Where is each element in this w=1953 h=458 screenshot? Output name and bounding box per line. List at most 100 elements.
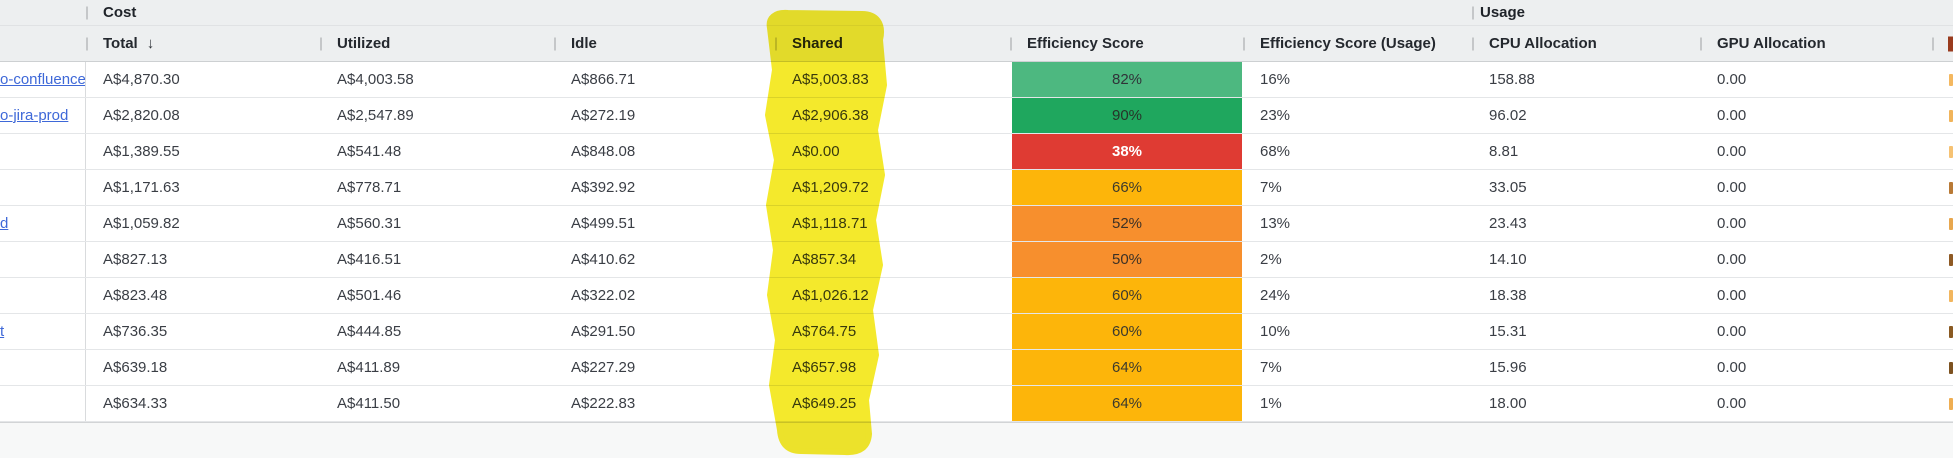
- efficiency-score-cell: 64%: [1010, 386, 1243, 421]
- clipped-cell-fragment: [1949, 253, 1953, 266]
- group-header-spacer: [0, 0, 86, 25]
- column-header-label: Efficiency Score (Usage): [1260, 35, 1436, 52]
- efficiency-score-badge: 38%: [1012, 134, 1242, 169]
- name-cell: [0, 170, 86, 205]
- total-cost-cell: A$1,059.82: [103, 215, 180, 232]
- gpu-allocation-cell: 0.00: [1717, 287, 1747, 304]
- utilized-cost-cell: A$541.48: [337, 143, 402, 160]
- column-separator-icon: [320, 37, 322, 50]
- shared-cost-cell: A$764.75: [792, 323, 857, 340]
- clipped-cell: [1932, 170, 1953, 205]
- gpu-allocation-cell: 0.00: [1717, 107, 1747, 124]
- column-header-clipped: [1932, 26, 1953, 61]
- total-cost-cell: A$2,820.08: [103, 107, 180, 124]
- clipped-cell-fragment: [1949, 145, 1953, 158]
- cpu-allocation-cell: 96.02: [1489, 107, 1527, 124]
- total-cost-cell: A$1,389.55: [103, 143, 180, 160]
- efficiency-score-cell: 60%: [1010, 278, 1243, 313]
- column-header-row: Total ↓ Utilized Idle Shared Efficiency …: [0, 26, 1953, 62]
- shared-cost-cell: A$857.34: [792, 251, 857, 268]
- workload-link[interactable]: o-jira-prod: [0, 107, 69, 124]
- cpu-allocation-cell: 18.00: [1489, 395, 1527, 412]
- column-header-idle[interactable]: Idle: [554, 26, 775, 61]
- shared-cost-cell: A$5,003.83: [792, 71, 869, 88]
- utilized-cost-cell: A$416.51: [337, 251, 402, 268]
- efficiency-score-badge: 60%: [1012, 278, 1242, 313]
- efficiency-score-badge: 64%: [1012, 350, 1242, 385]
- column-separator-icon: [1472, 6, 1474, 19]
- efficiency-usage-cell: 68%: [1260, 143, 1291, 160]
- idle-cost-cell: A$499.51: [571, 215, 636, 232]
- idle-cost-cell: A$322.02: [571, 287, 636, 304]
- utilized-cost-cell: A$501.46: [337, 287, 402, 304]
- efficiency-score-badge: 82%: [1012, 62, 1242, 97]
- efficiency-usage-cell: 1%: [1260, 395, 1282, 412]
- cpu-allocation-cell: 8.81: [1489, 143, 1519, 160]
- column-header-label: Total: [103, 35, 138, 52]
- table-row: A$823.48 A$501.46 A$322.02 A$1,026.12 60…: [0, 278, 1953, 314]
- column-header-label: CPU Allocation: [1489, 35, 1597, 52]
- clipped-cell-fragment: [1949, 289, 1953, 302]
- column-header-name: [0, 26, 86, 61]
- shared-cost-cell: A$657.98: [792, 359, 857, 376]
- column-separator-icon: [1472, 37, 1474, 50]
- column-header-total[interactable]: Total ↓: [86, 26, 320, 61]
- idle-cost-cell: A$392.92: [571, 179, 636, 196]
- idle-cost-cell: A$866.71: [571, 71, 636, 88]
- idle-cost-cell: A$227.29: [571, 359, 636, 376]
- total-cost-cell: A$823.48: [103, 287, 168, 304]
- shared-cost-cell: A$1,209.72: [792, 179, 869, 196]
- efficiency-score-badge: 60%: [1012, 314, 1242, 349]
- cpu-allocation-cell: 158.88: [1489, 71, 1535, 88]
- idle-cost-cell: A$272.19: [571, 107, 636, 124]
- efficiency-score-cell: 60%: [1010, 314, 1243, 349]
- clipped-cell-fragment: [1949, 325, 1953, 338]
- clipped-cell-fragment: [1949, 109, 1953, 122]
- efficiency-score-badge: 50%: [1012, 242, 1242, 277]
- utilized-cost-cell: A$411.50: [337, 395, 401, 412]
- utilized-cost-cell: A$444.85: [337, 323, 402, 340]
- cpu-allocation-cell: 15.96: [1489, 359, 1527, 376]
- workload-link[interactable]: d: [0, 215, 9, 232]
- column-header-label: Utilized: [337, 35, 391, 52]
- efficiency-usage-cell: 7%: [1260, 179, 1282, 196]
- cpu-allocation-cell: 33.05: [1489, 179, 1527, 196]
- column-header-efficiency-score[interactable]: Efficiency Score: [1010, 26, 1243, 61]
- column-header-gpu-allocation[interactable]: GPU Allocation: [1700, 26, 1932, 61]
- column-header-efficiency-score-usage[interactable]: Efficiency Score (Usage): [1243, 26, 1472, 61]
- clipped-cell: [1932, 206, 1953, 241]
- efficiency-usage-cell: 24%: [1260, 287, 1291, 304]
- column-header-shared[interactable]: Shared: [775, 26, 1010, 61]
- total-cost-cell: A$634.33: [103, 395, 168, 412]
- table-row: o-confluence-p A$4,870.30 A$4,003.58 A$8…: [0, 62, 1953, 98]
- clipped-cell-fragment: [1949, 217, 1953, 230]
- clipped-cell-fragment: [1949, 361, 1953, 374]
- clipped-header-fragment: [1948, 36, 1953, 51]
- shared-cost-cell: A$0.00: [792, 143, 840, 160]
- efficiency-usage-cell: 10%: [1260, 323, 1291, 340]
- clipped-cell-fragment: [1949, 73, 1953, 86]
- gpu-allocation-cell: 0.00: [1717, 323, 1747, 340]
- group-label-usage: Usage: [1480, 4, 1526, 21]
- column-separator-icon: [1932, 37, 1934, 50]
- name-cell: [0, 134, 86, 169]
- idle-cost-cell: A$291.50: [571, 323, 636, 340]
- workload-link[interactable]: o-confluence-p: [0, 71, 86, 88]
- clipped-cell: [1932, 134, 1953, 169]
- workload-link[interactable]: t: [0, 323, 5, 340]
- cpu-allocation-cell: 15.31: [1489, 323, 1527, 340]
- table-row: A$634.33 A$411.50 A$222.83 A$649.25 64% …: [0, 386, 1953, 422]
- name-cell: o-jira-prod: [0, 98, 86, 133]
- column-header-label: Efficiency Score: [1027, 35, 1144, 52]
- efficiency-score-badge: 66%: [1012, 170, 1242, 205]
- table-row: d A$1,059.82 A$560.31 A$499.51 A$1,118.7…: [0, 206, 1953, 242]
- table-row: A$1,389.55 A$541.48 A$848.08 A$0.00 38% …: [0, 134, 1953, 170]
- utilized-cost-cell: A$778.71: [337, 179, 402, 196]
- total-cost-cell: A$1,171.63: [103, 179, 180, 196]
- column-header-label: Shared: [792, 35, 843, 52]
- gpu-allocation-cell: 0.00: [1717, 395, 1747, 412]
- column-separator-icon: [1010, 37, 1012, 50]
- column-header-utilized[interactable]: Utilized: [320, 26, 554, 61]
- column-header-cpu-allocation[interactable]: CPU Allocation: [1472, 26, 1700, 61]
- idle-cost-cell: A$848.08: [571, 143, 636, 160]
